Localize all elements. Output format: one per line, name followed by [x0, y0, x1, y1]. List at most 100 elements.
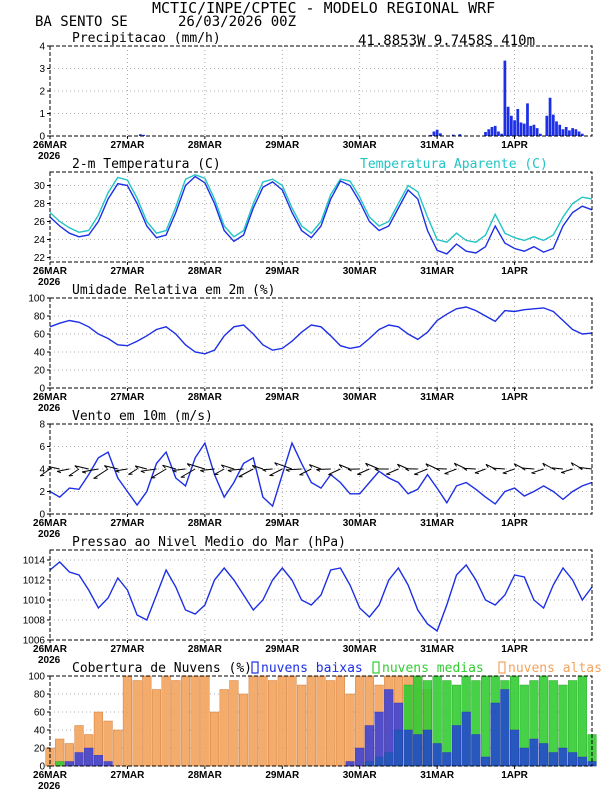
wind-barb [285, 468, 302, 471]
cloud-bar-nuvens-altas [219, 689, 229, 767]
panel-slp: 1006 1008 1010 1012 1014 26MAR 27MAR 28MAR 29MAR… [23, 535, 593, 666]
wind-barb [151, 468, 167, 479]
wind-barb [238, 468, 254, 478]
wind-barb [492, 467, 505, 470]
cloud-bar-nuvens-baixas [345, 761, 355, 767]
precip-bar [568, 130, 571, 136]
wind-barb-head [251, 465, 256, 469]
wind-barb [39, 468, 51, 477]
cloud-bar-nuvens-baixas [558, 747, 568, 767]
wind-barb-head [172, 470, 177, 473]
panel-frame [49, 675, 593, 767]
precip-bar [558, 124, 562, 136]
x-day-label: 1APR [501, 644, 528, 655]
precip-bar [142, 134, 145, 136]
y-tick-label: 0 [39, 384, 45, 395]
y-tick-label: 6 [39, 442, 45, 453]
x-day-label: 26MAR [33, 140, 68, 151]
wind-barb [502, 468, 515, 474]
x-day-label: 27MAR [110, 518, 145, 529]
wind-barb [299, 468, 312, 476]
panel-rh: 0 20 40 60 80 100 26MAR 27MAR 28MAR 29MAR 30MAR 31M… [28, 283, 593, 414]
wind-barb-head [115, 470, 120, 473]
cloud-bar-nuvens-altas [268, 680, 278, 767]
wind-barb-head [81, 471, 87, 474]
x-day-label: 30MAR [343, 518, 378, 529]
precip-bar [539, 133, 542, 136]
precip-bar [458, 134, 462, 136]
run-date: 26/03/2026 00Z [178, 14, 296, 30]
x-day-label: 1APR [501, 392, 528, 403]
location-name: BA SENTO SE [35, 14, 128, 30]
wind-barb [104, 465, 118, 470]
cloud-bar-nuvens-altas [258, 675, 268, 767]
y-tick-label: 1008 [23, 616, 46, 627]
wind-barb [531, 468, 544, 474]
precip-bar [526, 103, 529, 136]
x-day-label: 26MAR [33, 392, 68, 403]
x-day-label: 31MAR [420, 266, 455, 277]
wind-barb-head [227, 469, 232, 473]
legend-entry: nuvens altas [508, 661, 602, 676]
x-year-label: 2026 [38, 403, 61, 414]
precip-bar [574, 129, 578, 136]
wind-barb-head [274, 462, 278, 467]
x-day-label: 29MAR [265, 770, 300, 781]
x-day-label: 31MAR [420, 770, 455, 781]
wind-barb-head [425, 463, 429, 468]
precip-bar [545, 115, 549, 136]
legend-swatch [251, 661, 259, 674]
wind-barb [187, 463, 206, 470]
wind-barb-head [570, 462, 574, 467]
x-day-label: 29MAR [265, 518, 300, 529]
wind-barb-head [134, 465, 139, 470]
cloud-bar-nuvens-baixas [93, 755, 103, 767]
wind-barb [578, 466, 593, 470]
cloud-bar-nuvens-baixas [461, 711, 471, 767]
x-day-label: 30MAR [343, 266, 378, 277]
cloud-bar-nuvens-altas [326, 680, 336, 767]
precip-bar [506, 106, 510, 136]
wind-barb-head [474, 472, 479, 474]
wind-barb-head [436, 468, 441, 472]
cloud-bar-nuvens-baixas [374, 711, 384, 767]
x-year-label: 2026 [38, 781, 61, 792]
y-tick-label: 1012 [23, 576, 46, 587]
wind-barb [328, 468, 341, 476]
cloud-bar-nuvens-altas [345, 693, 355, 767]
y-tick-label: 0 [39, 762, 45, 773]
precip-bar [548, 97, 552, 136]
x-day-label: 28MAR [188, 266, 223, 277]
cloud-bar-nuvens-baixas [471, 734, 481, 767]
wind-barb [463, 467, 476, 470]
wind-barb-head [74, 465, 79, 469]
panel-title: Pressao ao Nivel Medio do Mar (hPa) [72, 535, 346, 550]
wind-barb [252, 464, 264, 470]
org-header: MCTIC/INPE/CPTEC - MODELO REGIONAL WRF [152, 0, 495, 17]
wind-barb [135, 465, 147, 470]
wind-barb [214, 468, 225, 475]
x-day-label: 27MAR [110, 140, 145, 151]
y-tick-label: 1014 [23, 556, 46, 567]
panel-title: Vento em 10m (m/s) [72, 409, 213, 424]
cloud-bar-nuvens-baixas [519, 747, 529, 767]
x-day-label: 1APR [501, 266, 528, 277]
x-day-label: 1APR [501, 770, 528, 781]
precip-bar [580, 133, 584, 136]
wind-barb-head [347, 468, 352, 472]
x-year-label: 2026 [38, 151, 61, 162]
cloud-bar-nuvens-baixas [480, 756, 491, 767]
panel-frame [49, 171, 593, 263]
x-day-label: 27MAR [110, 392, 145, 403]
wind-barb-head [316, 469, 321, 472]
precip-bar [529, 125, 533, 136]
cloud-bar-nuvens-baixas [500, 689, 510, 767]
precip-bar [138, 134, 142, 136]
cloud-bar-nuvens-altas [132, 680, 142, 767]
wind-barb-head [56, 470, 62, 474]
series-line [49, 173, 593, 243]
cloud-bar-nuvens-altas [171, 680, 181, 767]
x-day-label: 31MAR [420, 644, 455, 655]
wind-barb [521, 467, 534, 470]
wind-barb [128, 468, 138, 475]
